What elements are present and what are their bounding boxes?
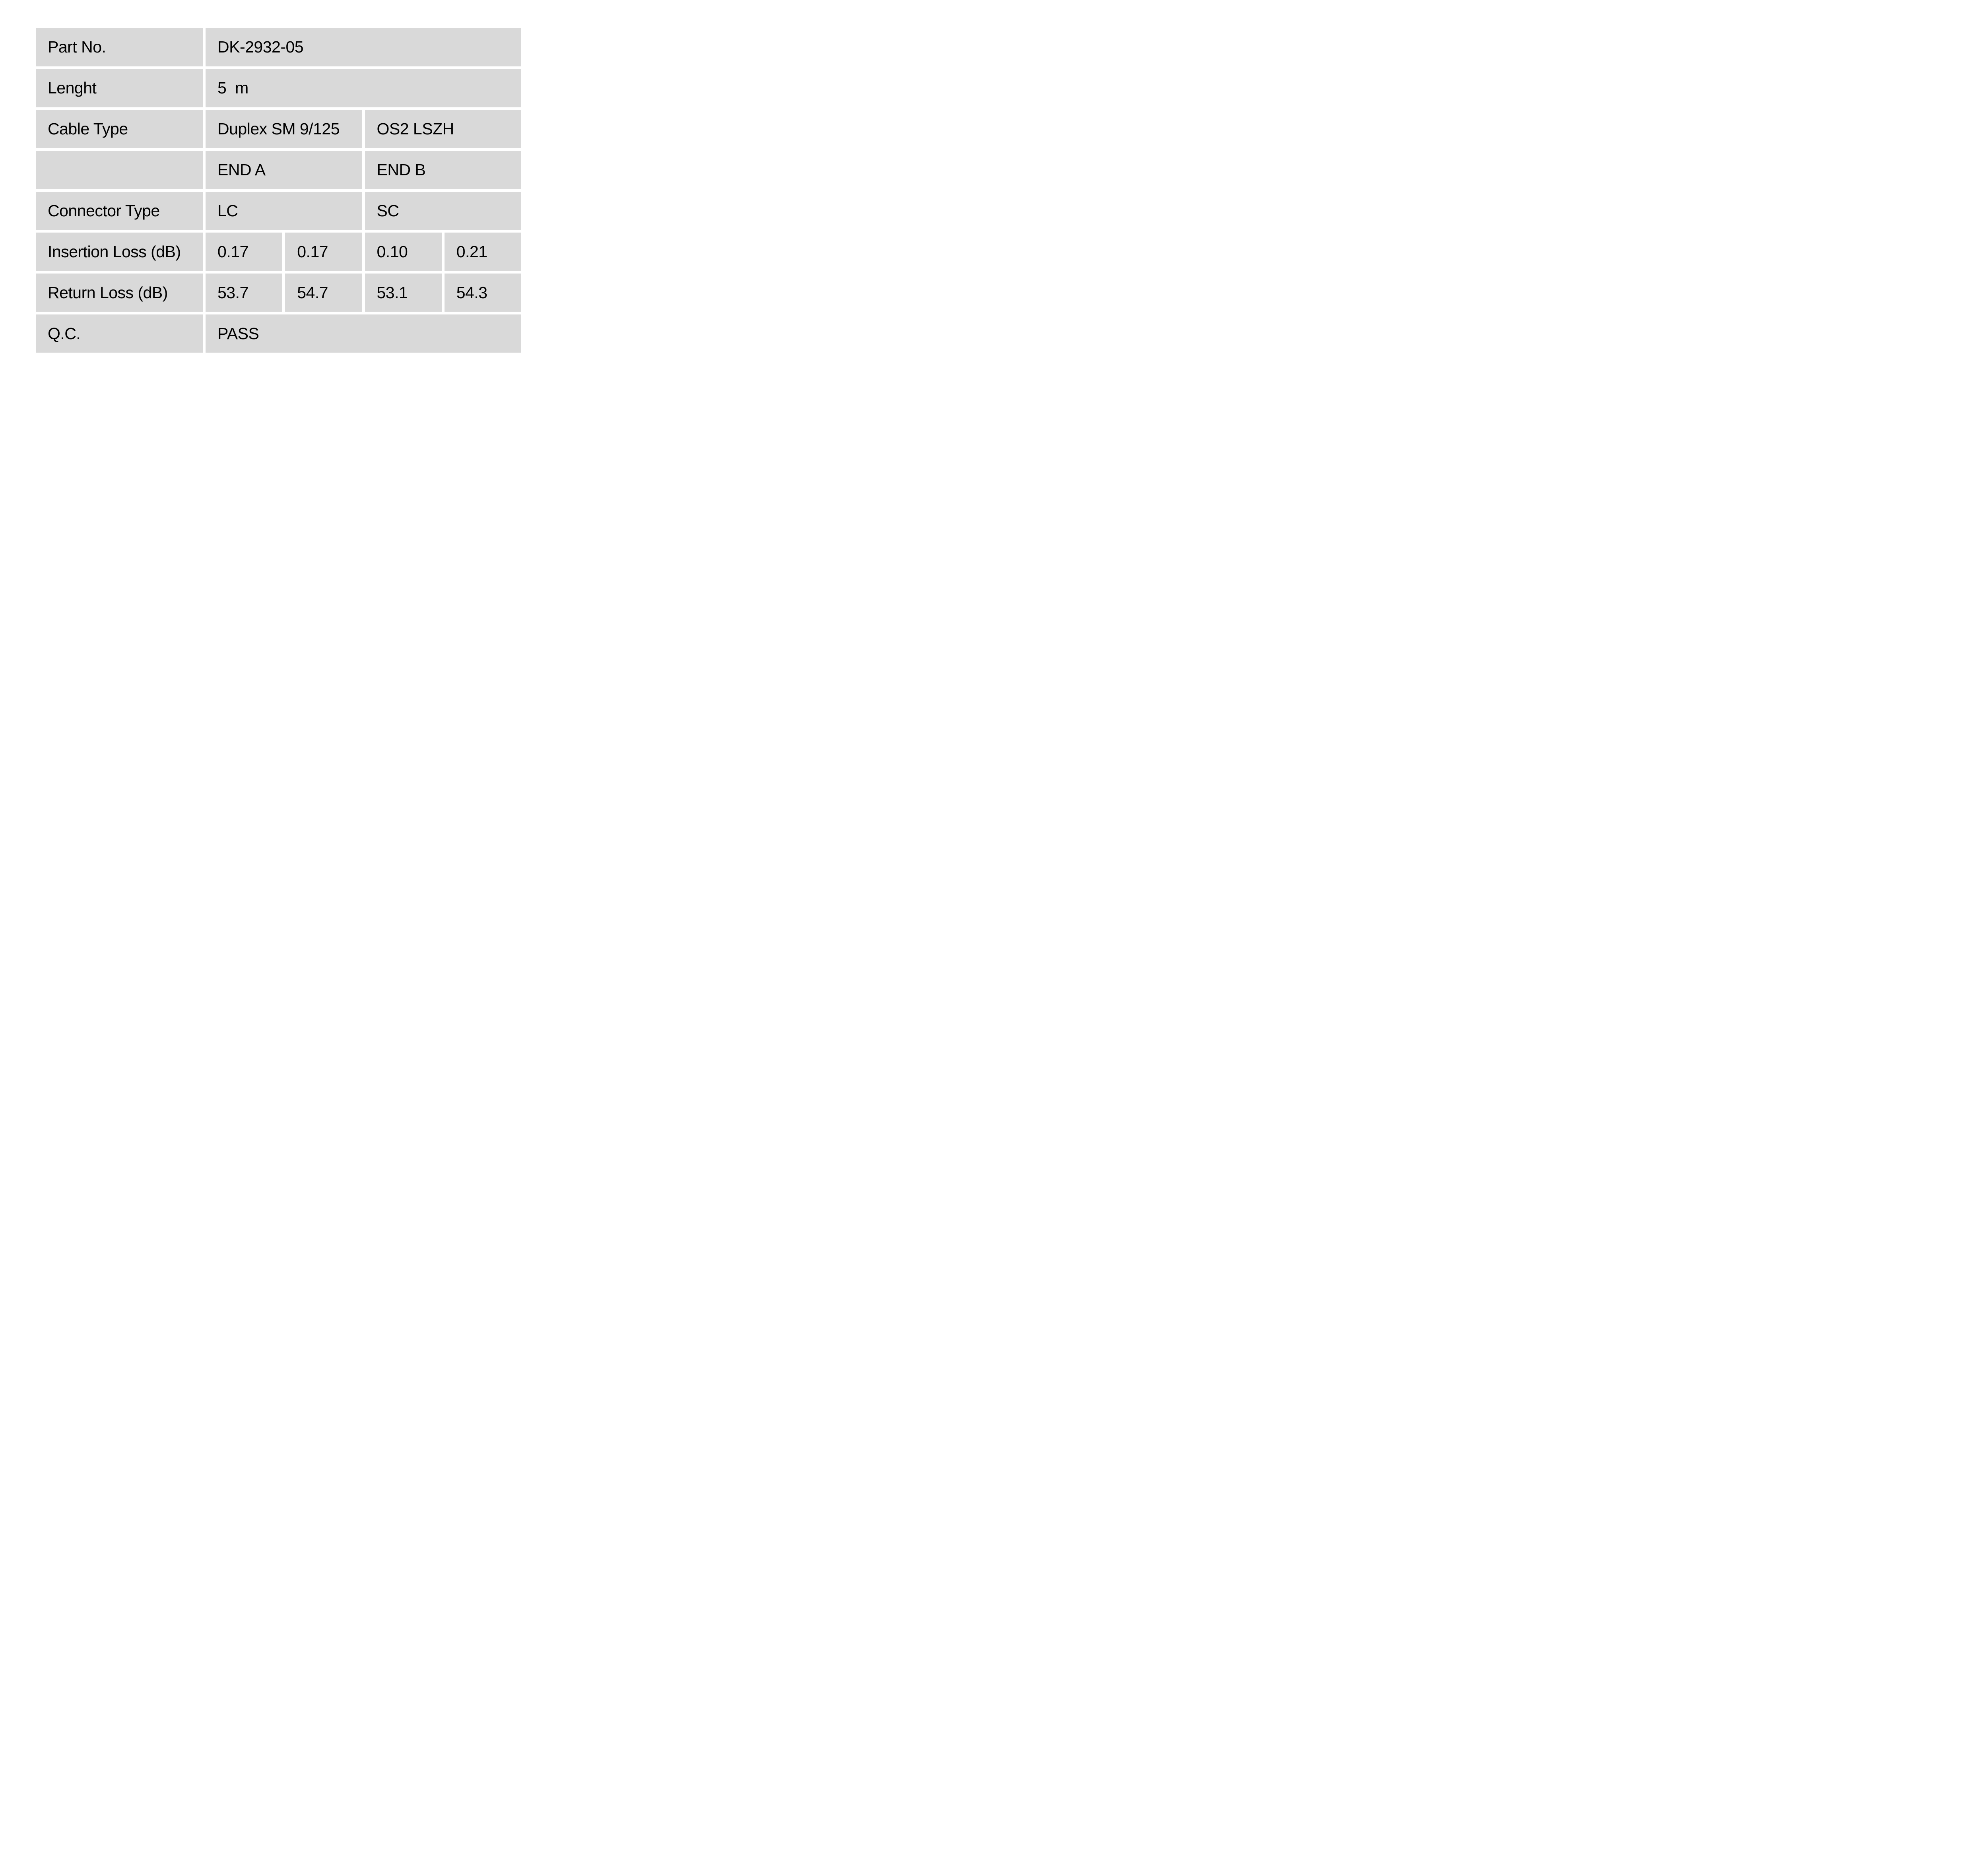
insertion-loss-b2: 0.21 <box>444 233 521 271</box>
cable-type-value-1: Duplex SM 9/125 <box>206 110 362 148</box>
ends-empty-label <box>36 151 203 189</box>
part-no-value: DK-2932-05 <box>206 28 521 66</box>
insertion-loss-a2: 0.17 <box>285 233 362 271</box>
end-a-header: END A <box>206 151 362 189</box>
length-value: 5 m <box>206 69 521 107</box>
cable-type-label: Cable Type <box>36 110 203 148</box>
qc-value: PASS <box>206 314 521 353</box>
return-loss-a2: 54.7 <box>285 274 362 312</box>
insertion-loss-label: Insertion Loss (dB) <box>36 233 203 271</box>
return-loss-a1: 53.7 <box>206 274 283 312</box>
length-label: Lenght <box>36 69 203 107</box>
spec-table: Part No. DK-2932-05 Lenght 5 m Cable Typ… <box>36 28 521 353</box>
return-loss-b1: 53.1 <box>365 274 442 312</box>
cable-type-value-2: OS2 LSZH <box>365 110 521 148</box>
part-no-label: Part No. <box>36 28 203 66</box>
insertion-loss-b1: 0.10 <box>365 233 442 271</box>
qc-label: Q.C. <box>36 314 203 353</box>
insertion-loss-a1: 0.17 <box>206 233 283 271</box>
return-loss-b2: 54.3 <box>444 274 521 312</box>
connector-end-b: SC <box>365 192 521 230</box>
connector-end-a: LC <box>206 192 362 230</box>
connector-type-label: Connector Type <box>36 192 203 230</box>
end-b-header: END B <box>365 151 521 189</box>
return-loss-label: Return Loss (dB) <box>36 274 203 312</box>
page: Part No. DK-2932-05 Lenght 5 m Cable Typ… <box>0 0 557 371</box>
